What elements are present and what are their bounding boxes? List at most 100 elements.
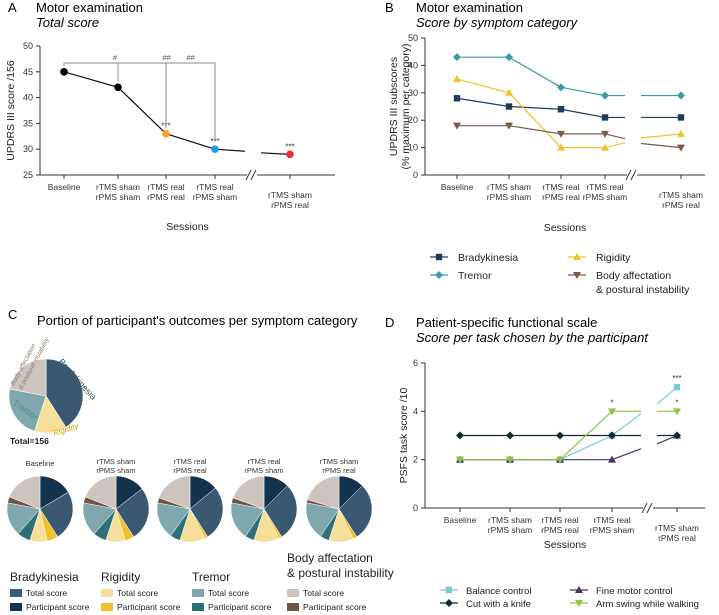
small-pie-total-slice — [307, 475, 340, 510]
legend-participant-swatch — [287, 603, 299, 611]
x-tick-label: rTMS sham — [487, 182, 531, 192]
series-point — [506, 431, 514, 440]
x-tick-label: Baseline — [441, 182, 474, 192]
panel-a-header: A Motor examination Total score — [8, 0, 143, 30]
series-point — [557, 106, 565, 113]
total-score-point — [286, 150, 294, 159]
y-tick-label: 10 — [408, 143, 418, 153]
x-tick-label: rTMS real — [541, 515, 578, 525]
legend-group-title-line2: & postural instability — [287, 566, 394, 580]
series-line — [460, 410, 613, 461]
significance-bracket — [165, 62, 216, 142]
x-tick-label: rTMS sham — [96, 182, 140, 192]
series-line — [457, 56, 606, 97]
series-point — [505, 88, 513, 96]
legend-swatch-marker — [435, 271, 443, 279]
series-line — [460, 434, 613, 461]
series-point — [677, 114, 685, 121]
y-tick-label: 0 — [413, 170, 418, 180]
small-pie-total-slice — [189, 487, 224, 538]
x-tick-label: rPMS sham — [193, 192, 237, 202]
legend-group-title: Rigidity — [101, 570, 140, 584]
bracket-label: ## — [186, 53, 195, 62]
series-line-after-break — [656, 434, 678, 445]
y-axis-title: UPDRS III subscores — [388, 57, 400, 156]
x-tick-label: rPMS sham — [487, 192, 531, 202]
series-line-tail — [611, 448, 642, 461]
total-score-point — [114, 83, 122, 92]
x-tick-label: rPMS real — [542, 192, 580, 202]
x-tick-label: rTMS real — [542, 182, 579, 192]
small-pie-label: rTMS sham — [320, 457, 359, 466]
x-axis-title: Sessions — [166, 221, 209, 233]
panel-d-letter: D — [385, 315, 394, 330]
legend-label: Fine motor control — [596, 586, 673, 597]
y-tick-label: 40 — [408, 60, 418, 70]
series-point — [601, 130, 609, 138]
big-pie-slice — [8, 388, 47, 432]
small-pie-total-slice — [232, 475, 265, 510]
panel-c-title: Portion of participant's outcomes per sy… — [37, 313, 358, 328]
legend-swatch-marker — [575, 586, 583, 593]
series-point — [453, 53, 461, 62]
legend-label: Body affectation — [596, 270, 671, 282]
panel-c-header: C Portion of participant's outcomes per … — [8, 307, 358, 328]
legend-total-label: Total score — [26, 588, 67, 598]
legend-label: Arm swing while walking — [596, 599, 699, 610]
series-point — [453, 75, 461, 83]
legend-total-swatch — [101, 589, 113, 597]
series-point — [677, 91, 685, 100]
series-point — [601, 91, 609, 100]
x-tick-label: rTMS sham — [268, 190, 312, 200]
panel-b-subtitle: Score by symptom category — [416, 15, 579, 30]
x-axis-break-b — [250, 169, 257, 181]
panel-d-subtitle: Score per task chosen by the participant — [416, 330, 649, 345]
x-tick-label: rTMS sham — [488, 515, 532, 525]
significance-stars: * — [610, 398, 613, 407]
bracket-label: ## — [162, 53, 171, 62]
legend-participant-swatch — [192, 603, 204, 611]
small-pie-label-line2: rPMS real — [173, 466, 207, 475]
legend-participant-label: Participant score — [208, 602, 272, 612]
series-point — [557, 143, 565, 151]
small-pie-label-line2: rPMS sham — [244, 466, 283, 475]
series-point — [673, 431, 681, 440]
total-score-point — [162, 129, 170, 138]
y-tick-label: 35 — [23, 118, 33, 128]
series-line-after-break — [640, 133, 682, 139]
x-tick-label: rTMS real — [196, 182, 233, 192]
x-tick-label: rTMS real — [586, 182, 623, 192]
x-axis-break-b — [646, 502, 653, 514]
legend-total-swatch — [287, 589, 299, 597]
series-point — [505, 53, 513, 62]
x-axis-break-a — [641, 502, 648, 514]
legend-participant-swatch — [101, 603, 113, 611]
y-tick-label: 20 — [408, 115, 418, 125]
small-pie-total-slice — [115, 488, 150, 538]
big-pie-slice — [9, 358, 47, 397]
small-pie-total-slice — [39, 491, 74, 538]
y-axis-title-line2: (% maximum per category) — [400, 43, 412, 169]
x-tick-label: rPMS real — [271, 200, 309, 210]
bracket-label: # — [113, 53, 118, 62]
series-point — [677, 144, 685, 152]
panel-d-header: D Patient-specific functional scale Scor… — [385, 315, 649, 345]
x-tick-label: rPMS real — [541, 525, 579, 535]
legend-total-swatch — [10, 589, 22, 597]
y-tick-label: 50 — [23, 41, 33, 51]
legend-group-title: Tremor — [192, 570, 230, 584]
legend-swatch-marker — [573, 253, 581, 260]
x-tick-label: rTMS sham — [655, 523, 699, 533]
series-point — [673, 408, 681, 416]
series-line — [456, 97, 606, 119]
x-axis-title: Sessions — [544, 539, 587, 551]
total-score-point — [211, 145, 219, 153]
small-pie-total-slice — [305, 502, 340, 537]
y-tick-label: 30 — [408, 88, 418, 98]
x-axis-break-a — [625, 169, 632, 181]
series-point — [453, 95, 461, 102]
